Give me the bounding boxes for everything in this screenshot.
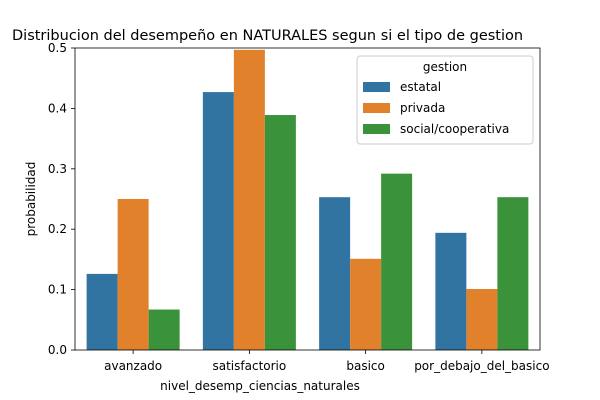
bar-estatal-satisfactorio <box>202 92 234 350</box>
x-tick-label: basico <box>346 359 385 373</box>
y-tick-label: 0.4 <box>48 101 67 115</box>
bar-privada-avanzado <box>117 199 149 350</box>
bars-group <box>86 49 529 350</box>
bar-estatal-por-debajo-del-basico <box>435 232 467 350</box>
x-tick-label: avanzado <box>104 359 162 373</box>
legend-entry: social/cooperativa <box>400 122 509 136</box>
axes-group: 0.0 0.1 0.2 0.3 0.4 0.5 avanzado satisfactorio b… <box>48 41 550 373</box>
chart-title: Distribucion del desempeño en NATURALES … <box>12 28 523 44</box>
legend-box <box>356 55 534 145</box>
bar-social-cooperativa-avanzado <box>148 309 180 350</box>
bar-privada-satisfactorio <box>233 49 265 350</box>
y-tick-label: 0.2 <box>48 222 67 236</box>
bar-estatal-basico <box>319 197 351 350</box>
y-tick-label: 0.5 <box>48 41 67 55</box>
y-tick-label: 0.3 <box>48 162 67 176</box>
bar-social-cooperativa-satisfactorio <box>264 115 296 350</box>
x-axis-label: nivel_desemp_ciencias_naturales <box>160 379 360 393</box>
bar-social-cooperativa-por-debajo-del-basico <box>497 197 529 350</box>
legend-entry: estatal <box>400 80 441 94</box>
legend: gestion estatal privada social/cooperativa <box>356 55 534 145</box>
bar-estatal-avanzado <box>86 273 118 350</box>
legend-entry: privada <box>400 101 445 115</box>
x-tick-label: por_debajo_del_basico <box>414 359 549 373</box>
bar-social-cooperativa-basico <box>381 173 413 350</box>
y-tick-label: 0.1 <box>48 283 67 297</box>
plot-frame <box>74 47 541 351</box>
legend-swatch <box>363 124 390 134</box>
legend-swatch <box>363 82 390 92</box>
y-axis-label: probabilidad <box>24 162 38 237</box>
legend-swatch <box>363 103 390 113</box>
bar-privada-por-debajo-del-basico <box>466 288 498 350</box>
bar-privada-basico <box>350 258 382 350</box>
y-tick-label: 0.0 <box>48 343 67 357</box>
legend-title: gestion <box>423 60 467 74</box>
x-tick-label: satisfactorio <box>213 359 287 373</box>
